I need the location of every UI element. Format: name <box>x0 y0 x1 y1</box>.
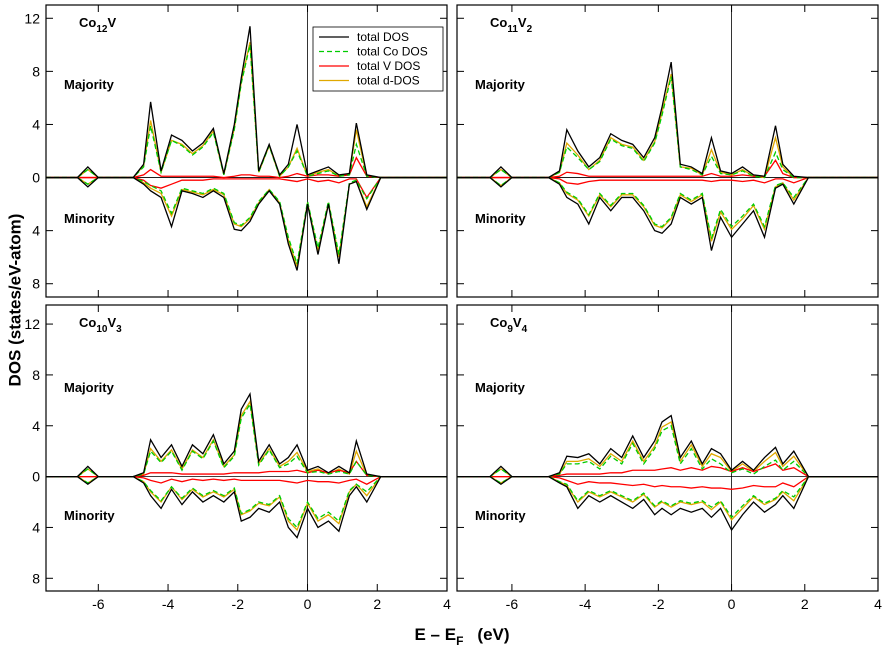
panel-title-part: V <box>107 315 116 330</box>
legend-label: total d-DOS <box>357 74 420 88</box>
plot-frame <box>456 4 879 298</box>
dos-line <box>457 159 878 179</box>
panel-title-sub: 11 <box>507 24 518 35</box>
plot-frame <box>45 4 448 298</box>
dos-line <box>46 156 447 179</box>
minority-label: Minority <box>64 211 115 226</box>
x-tick-label: 4 <box>443 596 451 612</box>
dos-line <box>46 475 447 539</box>
panel-title-part: V <box>513 315 522 330</box>
panel-title: Co9V4 <box>490 315 528 335</box>
dos-line <box>46 402 447 478</box>
dos-line <box>46 176 447 271</box>
dos-line <box>457 420 878 478</box>
panel-title: Co11V2 <box>490 15 533 35</box>
x-axis-label-part: E – E <box>414 625 456 644</box>
x-tick-label: -6 <box>506 596 519 612</box>
majority-label: Majority <box>475 380 526 395</box>
panel-title-part: Co <box>79 15 96 30</box>
y-tick-label: 4 <box>32 116 40 132</box>
x-tick-label: 2 <box>373 596 381 612</box>
plot-frame <box>45 304 448 592</box>
panel-title-sub: 10 <box>96 324 108 335</box>
y-tick-label: 8 <box>32 367 40 383</box>
dos-line <box>457 475 878 519</box>
x-tick-label: 0 <box>728 596 736 612</box>
majority-label: Majority <box>64 380 115 395</box>
dos-line <box>457 176 878 185</box>
y-tick-label: 4 <box>32 223 40 239</box>
dos-line <box>457 176 878 239</box>
y-tick-label: 4 <box>32 519 40 535</box>
x-tick-label: -2 <box>232 596 245 612</box>
y-tick-label: 12 <box>24 316 40 332</box>
x-tick-label: 0 <box>304 596 312 612</box>
y-tick-label: 8 <box>32 570 40 586</box>
dos-line <box>46 26 447 179</box>
x-tick-label: 2 <box>801 596 809 612</box>
dos-line <box>46 44 447 179</box>
y-tick-label: 8 <box>32 63 40 79</box>
y-tick-label: 12 <box>24 10 40 26</box>
dos-line <box>457 176 878 242</box>
y-tick-label: 0 <box>32 469 40 485</box>
dos-line <box>457 61 878 179</box>
panel-title-part: Co <box>490 315 507 330</box>
dos-line <box>457 475 878 532</box>
dos-line <box>457 424 878 478</box>
minority-label: Minority <box>64 508 115 523</box>
dos-line <box>457 414 878 478</box>
y-axis-label: DOS (states/eV-atom) <box>5 214 24 387</box>
plot-frame <box>456 304 879 592</box>
panel-title-sub: 12 <box>96 24 108 35</box>
dos-line <box>457 76 878 179</box>
panel-title-sub: 4 <box>522 324 528 335</box>
x-axis-label: E – EF (eV) <box>414 625 509 648</box>
panel-title-part: Co <box>490 15 507 30</box>
x-tick-label: -4 <box>162 596 175 612</box>
y-tick-label: 4 <box>32 418 40 434</box>
legend-label: total Co DOS <box>357 45 428 59</box>
panel-title-part: V <box>107 15 116 30</box>
panel-title-part: Co <box>79 315 96 330</box>
x-tick-label: -2 <box>652 596 665 612</box>
minority-label: Minority <box>475 508 526 523</box>
dos-line <box>46 391 447 478</box>
x-tick-label: -4 <box>579 596 592 612</box>
panel-title: Co12V <box>79 15 116 35</box>
panel-title-sub: 3 <box>116 324 122 335</box>
x-axis-label-part: (eV) <box>477 625 509 644</box>
legend-label: total DOS <box>357 30 409 44</box>
minority-label: Minority <box>475 211 526 226</box>
dos-line <box>457 475 878 490</box>
dos-line <box>46 176 447 199</box>
y-tick-label: 8 <box>32 276 40 292</box>
majority-label: Majority <box>475 77 526 92</box>
dos-line <box>46 399 447 478</box>
dos-line <box>46 475 447 529</box>
x-tick-label: -6 <box>92 596 105 612</box>
y-tick-label: 0 <box>32 170 40 186</box>
panel-title: Co10V3 <box>79 315 122 335</box>
x-axis-label-sub: F <box>456 634 463 648</box>
dos-line <box>457 176 878 251</box>
legend-label: total V DOS <box>357 59 420 73</box>
x-tick-label: 4 <box>874 596 882 612</box>
dos-line <box>457 463 878 478</box>
panel-title-sub: 2 <box>527 24 533 35</box>
panel-title-sub: 9 <box>507 324 513 335</box>
dos-line <box>46 475 447 485</box>
panel-title-part: V <box>518 15 527 30</box>
dos-line <box>46 460 447 478</box>
majority-label: Majority <box>64 77 115 92</box>
